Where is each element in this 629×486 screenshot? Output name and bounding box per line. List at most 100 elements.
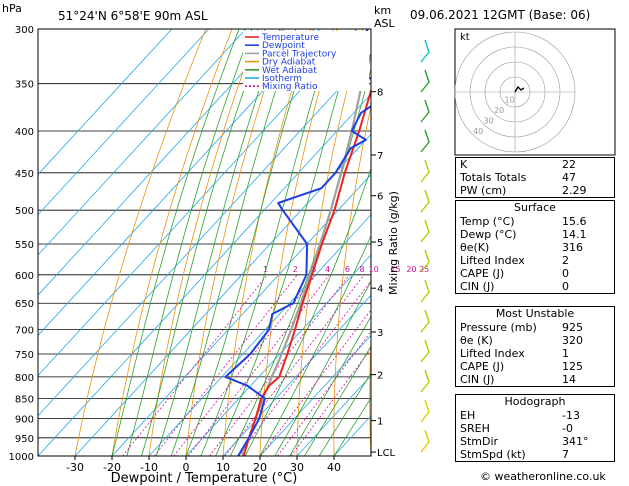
- hodograph-table: Hodograph EH -13 SREH -0 StmDir 341° StmSpd (k…: [455, 394, 615, 462]
- hodograph-ring-label: 10: [505, 96, 515, 105]
- km-tick-label: 6: [377, 192, 383, 203]
- row-key: CAPE (J): [460, 267, 505, 280]
- wet-adiabat: [170, 29, 297, 456]
- pressure-tick-label: 750: [15, 350, 34, 361]
- table-row: CIN (J) 0: [456, 280, 614, 293]
- km-label: km: [374, 4, 391, 17]
- km-tick-label: 4: [377, 284, 383, 295]
- wind-barb: [420, 279, 430, 303]
- surface-table: Surface Temp (°C) 15.6 Dewp (°C) 14.1 θe(K) 3…: [455, 200, 615, 294]
- pressure-tick-label: 650: [15, 299, 34, 310]
- x-tick-label: -10: [140, 461, 158, 474]
- km-tick-label: 7: [377, 151, 383, 162]
- row-key: θe (K): [460, 334, 493, 347]
- pressure-tick-label: 500: [15, 206, 34, 217]
- x-axis-title: Dewpoint / Temperature (°C): [111, 471, 298, 486]
- wind-barb: [420, 99, 430, 123]
- row-value: 320: [562, 334, 583, 347]
- wind-barb: [420, 129, 430, 153]
- wind-barb: [420, 249, 430, 273]
- x-tick-label: 40: [327, 461, 341, 474]
- km-tick-label: 5: [377, 238, 383, 249]
- mixing-ratio-line: [122, 274, 268, 456]
- mixing-ratio-label: 4: [325, 265, 330, 274]
- mixing-ratio-label: 10: [369, 265, 379, 274]
- table-row: Lifted Index 1: [456, 347, 614, 360]
- mixing-ratio-line: [277, 330, 371, 456]
- km-tick-label: LCL: [377, 448, 396, 459]
- dry-adiabat: [74, 29, 207, 456]
- dry-adiabat: [259, 29, 338, 456]
- legend-entry: Mixing Ratio: [262, 82, 318, 92]
- row-key: Dewp (°C): [460, 228, 517, 241]
- row-key: SREH: [460, 422, 490, 435]
- isotherm-line: [38, 29, 210, 216]
- asl-label: ASL: [374, 17, 396, 30]
- row-key: EH: [460, 409, 476, 422]
- row-value: 925: [562, 321, 583, 334]
- table-row: Temp (°C) 15.6: [456, 215, 614, 228]
- dry-adiabat: [111, 29, 233, 456]
- row-key: PW (cm): [460, 184, 507, 197]
- parcel-trajectory-line: [240, 51, 371, 456]
- table-row: EH -13: [456, 409, 614, 422]
- row-value: 0: [562, 280, 569, 293]
- row-value: 15.6: [562, 215, 587, 228]
- isotherm-line: [222, 294, 371, 456]
- pressure-tick-label: 300: [15, 25, 34, 36]
- wind-barb: [420, 189, 430, 213]
- mixing-ratio-label: 1: [263, 265, 268, 274]
- pressure-tick-label: 550: [15, 240, 34, 251]
- row-value: 341°: [562, 435, 589, 448]
- isotherm-line: [74, 133, 371, 456]
- dry-adiabat: [622, 29, 629, 456]
- wind-barb: [420, 219, 430, 243]
- wet-adiabat: [244, 167, 371, 456]
- isotherm-line: [185, 254, 371, 456]
- pressure-tick-label: 600: [15, 271, 34, 282]
- wind-barb: [420, 69, 430, 93]
- wind-barb: [420, 429, 430, 453]
- row-value: 7: [562, 448, 569, 461]
- row-key: CAPE (J): [460, 360, 505, 373]
- dry-adiabat: [185, 29, 285, 456]
- dewpoint-line: [224, 29, 371, 456]
- x-tick-label: 20: [253, 461, 267, 474]
- hpa-label: hPa: [2, 2, 22, 15]
- wet-adiabat: [259, 234, 371, 456]
- isotherm-line: [111, 173, 371, 456]
- pressure-tick-label: 900: [15, 415, 34, 426]
- wind-barbs: [420, 39, 430, 453]
- row-key: StmSpd (kt): [460, 448, 526, 461]
- wind-barb: [420, 309, 430, 333]
- dry-adiabat: [333, 104, 371, 456]
- wet-adiabat: [333, 397, 371, 456]
- wet-adiabat: [215, 29, 357, 456]
- wind-barb: [420, 39, 430, 63]
- table-row: θe (K) 320: [456, 334, 614, 347]
- wet-adiabat: [141, 29, 266, 456]
- row-value: 2: [562, 254, 569, 267]
- wet-adiabat: [274, 280, 371, 456]
- legend-entry: Temperature: [261, 33, 319, 43]
- row-value: 47: [562, 171, 576, 184]
- pressure-tick-label: 850: [15, 394, 34, 405]
- mixing-ratio-label: 25: [419, 265, 429, 274]
- mixing-ratio-label: 2: [293, 265, 298, 274]
- row-value: 1: [562, 347, 569, 360]
- hodograph-ring-label: 30: [484, 117, 494, 126]
- row-value: 0: [562, 267, 569, 280]
- unstable-title: Most Unstable: [495, 307, 575, 320]
- row-key: CIN (J): [460, 373, 495, 386]
- wet-adiabat: [304, 345, 371, 456]
- row-value: 14.1: [562, 228, 587, 241]
- hodograph-trace: [514, 85, 525, 93]
- wind-barb: [420, 339, 430, 363]
- pressure-tick-label: 400: [15, 127, 34, 138]
- hodograph-table-title: Hodograph: [504, 395, 566, 408]
- legend-entry: Isotherm: [262, 74, 302, 84]
- row-value: 22: [562, 158, 576, 171]
